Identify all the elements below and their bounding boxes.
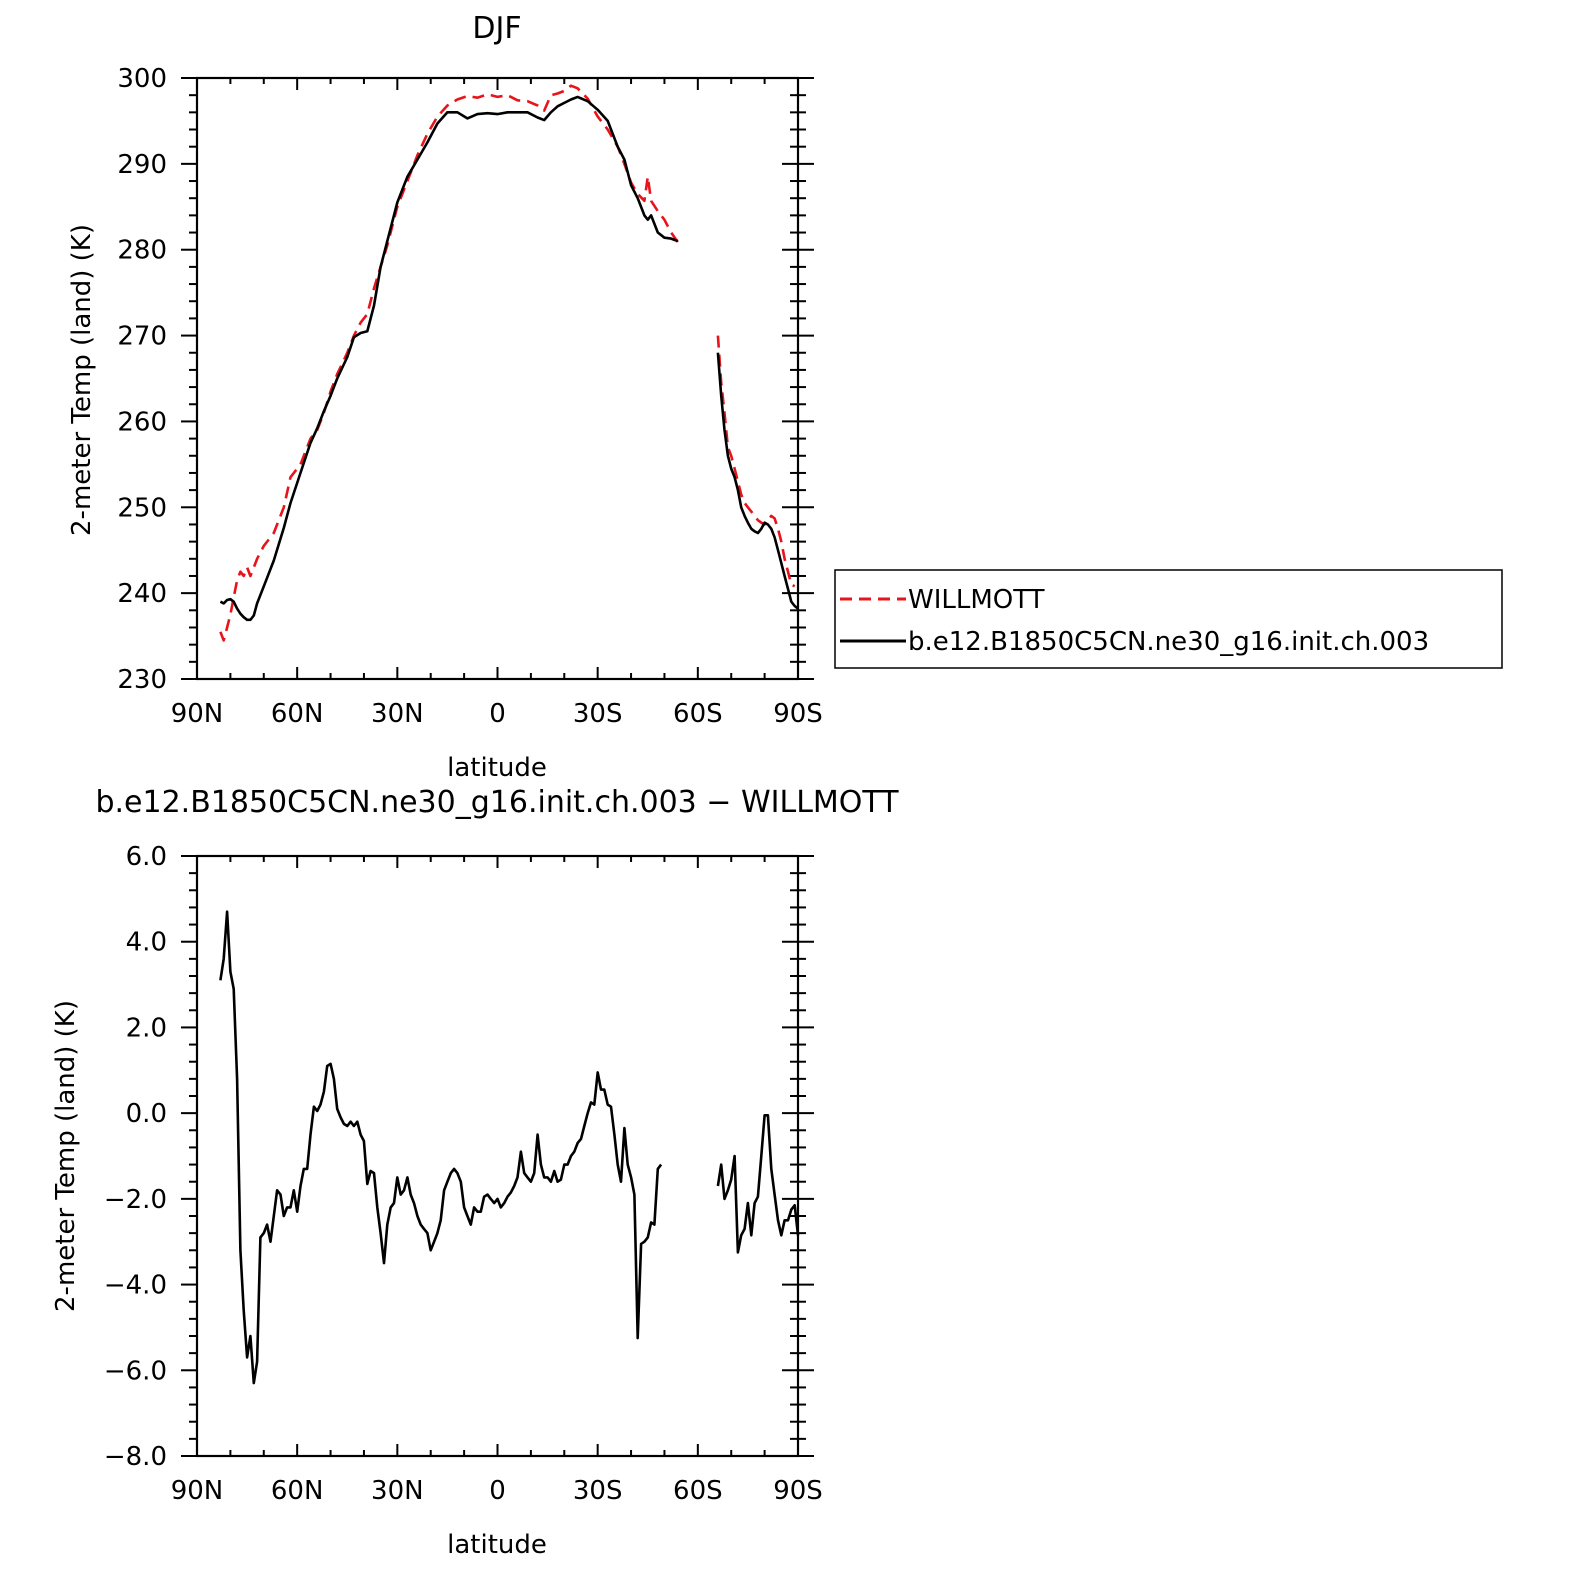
top-panel-x-axis-label: latitude	[447, 753, 547, 783]
y-tick-label: 270	[117, 322, 167, 352]
x-tick-label: 60N	[271, 1476, 324, 1506]
x-tick-label: 90S	[773, 1476, 823, 1506]
x-tick-label: 30N	[371, 1476, 424, 1506]
model-series-line	[716, 352, 799, 610]
y-tick-label: 4.0	[126, 928, 167, 958]
y-tick-label: 2.0	[126, 1013, 167, 1043]
y-tick-label: 230	[117, 665, 167, 695]
model-series-line	[219, 910, 663, 1385]
legend: WILLMOTT b.e12.B1850C5CN.ne30_g16.init.c…	[834, 569, 1503, 669]
plot-frame	[195, 854, 800, 1458]
x-tick-label: 30S	[573, 699, 623, 729]
x-tick-label: 90S	[773, 699, 823, 729]
y-tick-label: −2.0	[104, 1185, 167, 1215]
legend-label-model: b.e12.B1850C5CN.ne30_g16.init.ch.003	[908, 627, 1429, 657]
bottom-panel-x-axis-label: latitude	[447, 1530, 547, 1560]
bottom-panel-title: b.e12.B1850C5CN.ne30_g16.init.ch.003 − W…	[95, 785, 899, 820]
plot-frame	[195, 76, 800, 681]
y-tick-label: −6.0	[104, 1356, 167, 1386]
y-tick-label: 260	[117, 407, 167, 437]
y-tick-label: 0.0	[126, 1099, 167, 1129]
top-panel-title: DJF	[472, 11, 521, 46]
x-tick-label: 60N	[271, 699, 324, 729]
x-tick-label: 0	[489, 1476, 506, 1506]
willmott-series-line	[219, 84, 679, 642]
x-tick-label: 90N	[171, 1476, 224, 1506]
y-tick-label: −4.0	[104, 1271, 167, 1301]
x-tick-label: 30S	[573, 1476, 623, 1506]
y-tick-label: −8.0	[104, 1442, 167, 1472]
legend-label-willmott: WILLMOTT	[908, 585, 1045, 615]
bottom-panel-y-axis-label: 2-meter Temp (land) (K)	[51, 1000, 81, 1312]
model-series-line	[716, 1114, 800, 1254]
y-tick-label: 300	[117, 64, 167, 94]
x-tick-label: 90N	[171, 699, 224, 729]
top-panel-plot: 90N 60N 30N 0 30S 60S 90S 230 240 250 260 270 280 290…	[117, 64, 822, 729]
willmott-series-line	[716, 335, 796, 588]
top-panel-y-axis-label: 2-meter Temp (land) (K)	[67, 224, 97, 536]
bottom-panel-plot: 90N 60N 30N 0 30S 60S 90S −8.0 −6.0 −4.0 −2.0 0.0 2.…	[104, 842, 823, 1506]
y-tick-label: 290	[117, 150, 167, 180]
y-tick-label: 240	[117, 579, 167, 609]
x-tick-label: 60S	[673, 1476, 723, 1506]
legend-box	[834, 569, 1503, 669]
x-tick-label: 60S	[673, 699, 723, 729]
y-tick-label: 280	[117, 236, 167, 266]
model-series-line	[219, 95, 679, 622]
y-tick-label: 250	[117, 493, 167, 523]
x-tick-label: 0	[489, 699, 506, 729]
y-tick-label: 6.0	[126, 842, 167, 872]
x-tick-label: 30N	[371, 699, 424, 729]
